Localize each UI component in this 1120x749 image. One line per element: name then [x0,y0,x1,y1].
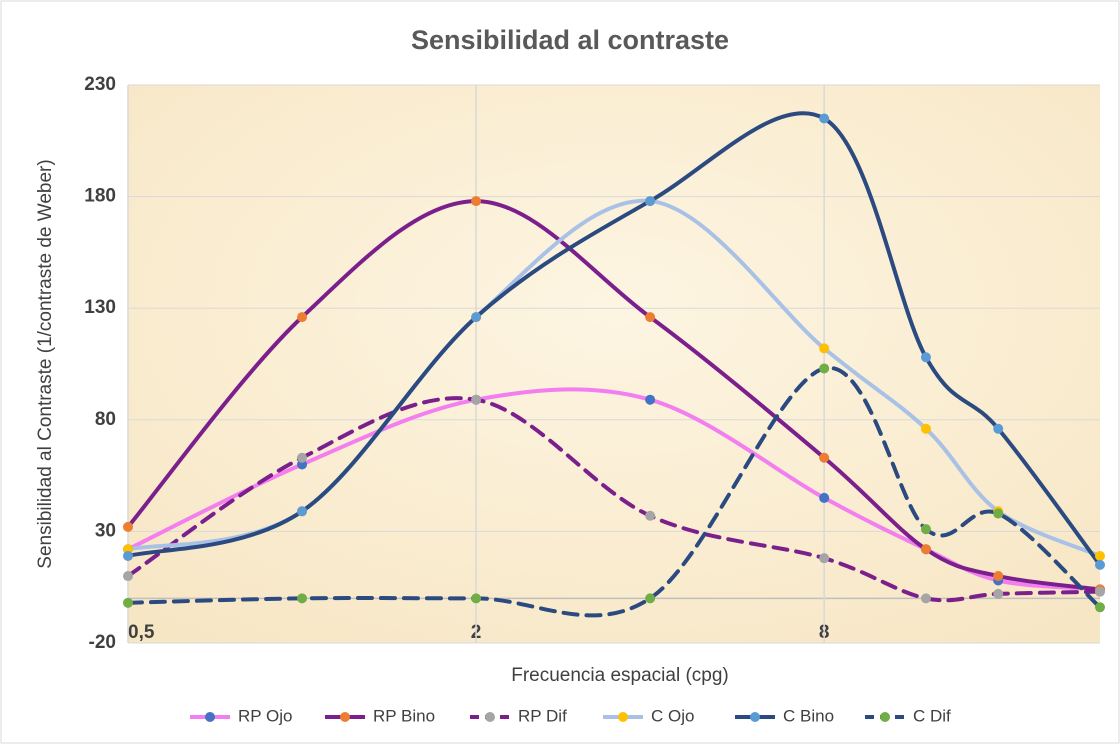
data-point [471,394,482,405]
legend-label: C Bino [783,706,834,725]
chart-title: Sensibilidad al contraste [411,25,729,55]
legend-marker [750,712,760,722]
data-point [993,588,1004,599]
legend-marker [205,712,215,722]
data-point [920,544,931,555]
data-point [471,196,482,207]
data-point [471,593,482,604]
y-tick-label: 130 [84,297,116,318]
data-point [993,423,1004,434]
plot-area [128,85,1100,643]
legend-label: RP Ojo [238,706,293,725]
data-point [645,510,656,521]
data-point [645,593,656,604]
data-point [297,312,308,323]
data-point [819,343,830,354]
data-point [123,597,133,608]
data-point [297,593,308,604]
legend-marker [618,712,628,722]
x-axis-label: Frecuencia espacial (cpg) [511,665,729,686]
series-line [126,366,1102,618]
y-tick-label: -20 [89,632,116,653]
data-point [920,524,931,535]
data-point [819,452,830,463]
data-point [1095,586,1105,597]
y-tick-label: 230 [84,74,116,95]
legend-label: RP Bino [373,706,435,725]
data-point [471,312,482,323]
data-point [123,571,133,582]
data-point [645,196,656,207]
data-point [920,593,931,604]
legend-marker [485,712,495,722]
data-point [123,521,133,532]
series-line [126,111,1102,567]
data-point [819,113,830,124]
data-point [993,571,1004,582]
data-point [645,394,656,405]
legend-marker [340,712,350,722]
data-point [920,352,931,363]
y-axis-label: Sensibilidad al Contraste (1/contraste d… [35,159,56,568]
legend-marker [880,712,890,722]
data-point [1095,550,1105,561]
data-point [819,492,830,503]
data-point [297,506,308,517]
data-point [819,553,830,564]
data-point [297,452,308,463]
data-point [645,312,656,323]
legend-label: C Dif [913,706,951,725]
x-tick-label: 0,5 [128,622,155,643]
y-tick-label: 30 [95,520,116,541]
data-point [1095,602,1105,613]
data-point [819,363,830,374]
data-point [993,508,1004,519]
data-point [920,423,931,434]
y-tick-label: 80 [95,409,116,430]
legend-label: C Ojo [651,706,694,725]
data-point [123,550,133,561]
legend-label: RP Dif [518,706,567,725]
y-tick-label: 180 [84,186,116,207]
data-point [1095,559,1105,570]
